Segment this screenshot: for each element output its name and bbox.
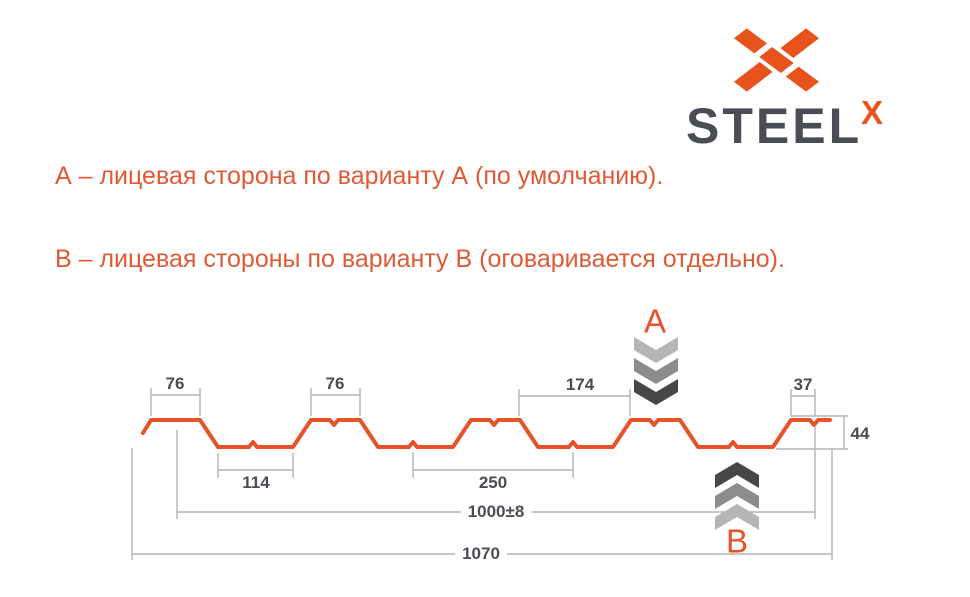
logo-superscript-x: X [861,94,884,131]
dim-label-edge-flange: 37 [793,375,813,394]
profile-cross-section-line [141,418,832,449]
face-a-chevrons-icon [634,337,678,405]
logo-backslash-ribbon [733,28,820,92]
dim-label-flange-mid: 76 [325,374,345,393]
logo-slash-bottom-arm [733,61,773,92]
variant-b-heading: В – лицевая стороны по варианту В (огова… [55,245,785,273]
face-b-letter: B [725,522,749,560]
dim-label-crest-spacing: 174 [565,375,595,394]
dim-label-working-width: 1000±8 [460,502,532,522]
face-a-letter: A [643,302,667,340]
dim-label-flange-left: 76 [165,374,185,393]
variant-a-heading: А – лицевая сторона по варианту А (по ум… [55,162,664,190]
logo-slash-top-arm [780,28,820,59]
dim-label-profile-height: 44 [850,424,870,443]
logo-gap-bottom [777,61,800,81]
logo-wordmark: STEEL [686,98,863,154]
face-b-chevrons-icon [715,462,759,530]
logo-gap-top [753,39,776,59]
dim-label-valley-width: 114 [242,473,270,492]
dim-label-rib-pitch: 250 [478,473,508,492]
steelx-x-mark-icon [733,28,820,92]
dim-label-overall-width: 1070 [455,544,507,564]
